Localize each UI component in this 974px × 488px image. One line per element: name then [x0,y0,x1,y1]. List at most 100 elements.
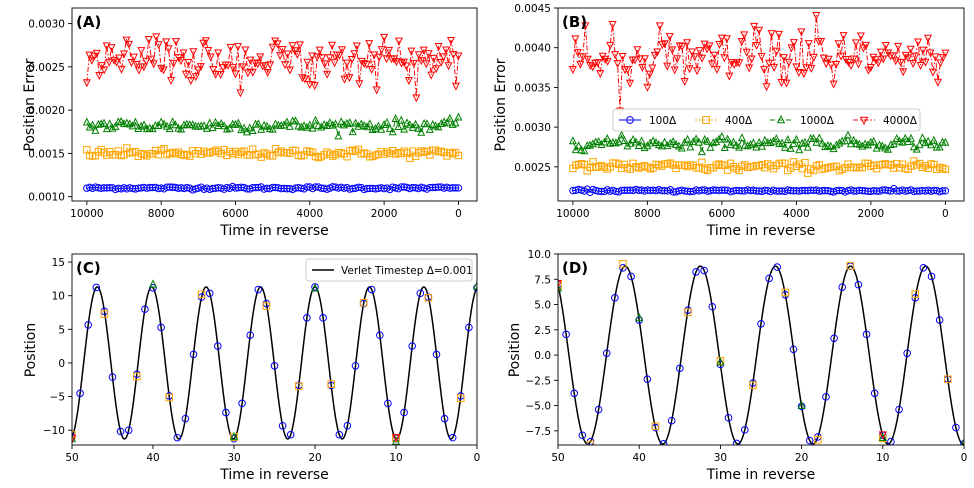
data-point [318,54,327,63]
data-point [935,142,944,151]
data-point [732,186,740,195]
data-point [817,37,826,46]
legend: Verlet Timestep Δ=0.001 [305,258,473,282]
data-point [345,118,354,127]
data-point [465,323,473,332]
data-point [404,76,413,85]
panel-label: (A) [76,13,101,31]
data-point [422,119,431,128]
data-point [352,42,361,51]
data-point [601,55,610,64]
data-point [334,131,343,140]
data-point [214,342,222,350]
data-point [254,285,263,294]
data-point [126,184,134,192]
data-point [335,430,344,439]
data-point [812,137,821,146]
data-point [286,430,295,439]
data-point [231,70,240,79]
x-tick-label: 6000 [709,208,736,220]
data-point [451,184,460,192]
data-point [578,431,587,440]
data-point [593,59,602,68]
x-tick-label: 0 [961,452,968,464]
data-point [729,187,738,195]
data-point [434,43,443,52]
data-point [737,133,746,142]
data-point [827,187,835,196]
series-line [86,36,459,98]
data-point [363,184,371,193]
y-tick-label: 0.0035 [514,82,551,94]
data-point [715,40,724,49]
data-point [878,431,887,440]
data-point [148,279,158,288]
data-point [300,75,309,84]
data-point [335,51,344,60]
data-point [127,58,136,67]
data-point [894,42,903,51]
data-point [325,118,334,127]
data-point [708,302,717,311]
data-point [391,436,401,445]
x-axis-label: Time in reverse [706,467,816,483]
data-point [884,144,893,153]
data-point [454,112,463,121]
data-point [799,69,808,78]
data-point [440,184,448,192]
data-point [814,435,822,444]
data-point [723,134,732,143]
plot-area [558,260,964,445]
data-point [693,67,702,76]
data-point [276,52,285,61]
data-point [749,186,758,194]
data-point [780,142,789,151]
y-tick-label: 15 [52,257,65,269]
data-point [749,381,757,390]
data-point [169,59,178,68]
data-point [325,54,334,63]
data-point [707,60,716,69]
data-point [171,183,180,192]
data-point [409,59,418,68]
data-point [268,183,277,192]
data-point [653,48,662,57]
axes-frame [557,253,965,446]
data-point [789,139,798,148]
data-point [809,186,818,195]
data-point [234,118,243,127]
data-point [94,119,103,128]
data-point [160,119,169,128]
data-point [384,399,392,408]
data-point [750,22,759,31]
data-point [861,187,869,195]
data-point [596,69,605,78]
data-point [108,123,117,132]
data-point [431,183,440,192]
data-point [197,290,206,299]
data-point [901,51,910,60]
data-point [446,184,454,192]
data-point [263,68,272,77]
data-point [422,60,431,69]
data-point [445,113,454,122]
data-point [282,117,291,126]
data-point [262,121,271,130]
data-point [437,119,446,128]
data-point [801,186,809,195]
data-point [120,119,129,128]
data-point [904,54,913,63]
data-point [390,55,399,64]
data-point [772,47,781,56]
data-point [583,55,592,64]
data-point [919,263,928,272]
data-point [879,55,888,64]
data-point [818,138,827,147]
data-point [180,120,189,129]
data-point [256,53,265,62]
data-point [762,83,771,92]
data-point [727,59,736,68]
data-point [268,124,277,133]
data-point [443,183,451,192]
data-point [340,120,349,129]
